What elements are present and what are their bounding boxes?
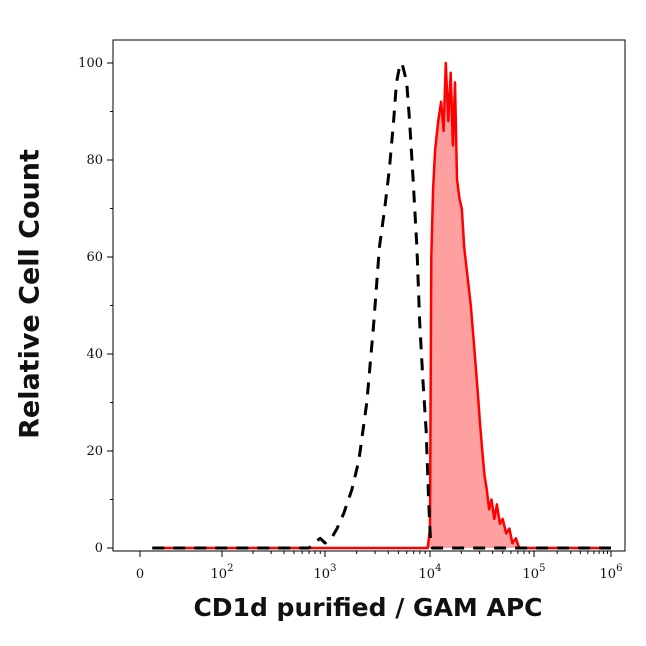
series-layer — [152, 61, 612, 550]
y-tick-label: 80 — [86, 153, 103, 168]
series-line-stained — [152, 61, 611, 550]
y-tick-label: 60 — [86, 250, 103, 265]
y-axis-label-wrap: Relative Cell Count — [0, 0, 60, 641]
x-tick-label: 104 — [419, 563, 442, 582]
y-tick-label: 40 — [86, 347, 103, 362]
y-tick-label: 0 — [95, 541, 103, 556]
x-axis-label: CD1d purified / GAM APC — [193, 593, 543, 622]
series-area-fill — [152, 63, 612, 548]
y-axis-label: Relative Cell Count — [14, 149, 46, 439]
x-tick-label: 106 — [600, 563, 623, 582]
y-tick-label: 20 — [86, 444, 103, 459]
x-tick-label: 105 — [523, 563, 546, 582]
plot-frame — [112, 39, 626, 552]
series-line-control — [152, 61, 611, 550]
axis-ticks: 0 20 40 60 80 100 0 102 103 104 105 106 — [78, 56, 622, 582]
x-tick-label: 103 — [314, 563, 337, 582]
x-tick-label: 0 — [136, 567, 144, 582]
y-tick-label: 100 — [78, 56, 103, 71]
x-tick-label: 102 — [211, 563, 234, 582]
